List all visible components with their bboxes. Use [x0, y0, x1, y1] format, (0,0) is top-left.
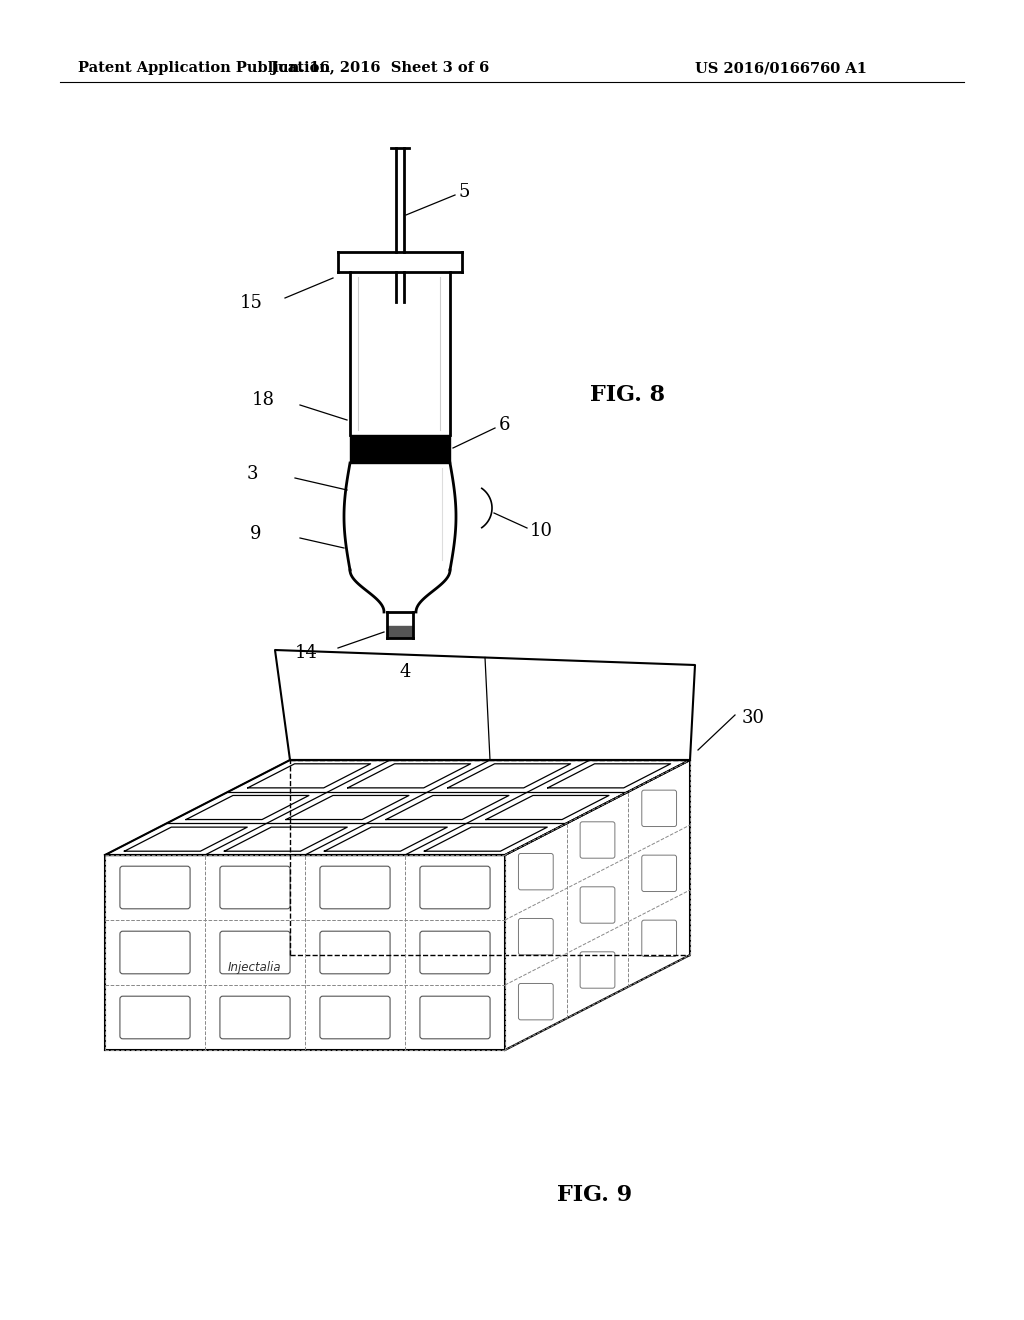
Text: 9: 9	[250, 525, 261, 543]
Text: 15: 15	[240, 294, 263, 312]
Text: 6: 6	[499, 416, 511, 434]
Text: 4: 4	[399, 663, 411, 681]
Text: Patent Application Publication: Patent Application Publication	[78, 61, 330, 75]
Text: Jun. 16, 2016  Sheet 3 of 6: Jun. 16, 2016 Sheet 3 of 6	[271, 61, 489, 75]
Text: 14: 14	[295, 644, 317, 663]
Text: 18: 18	[252, 391, 275, 409]
Text: 5: 5	[458, 183, 469, 201]
Text: 10: 10	[530, 521, 553, 540]
Text: FIG. 8: FIG. 8	[590, 384, 666, 407]
Text: US 2016/0166760 A1: US 2016/0166760 A1	[695, 61, 867, 75]
Text: FIG. 9: FIG. 9	[557, 1184, 633, 1206]
Text: 3: 3	[247, 465, 258, 483]
Text: 30: 30	[742, 709, 765, 727]
Text: Injectalia: Injectalia	[228, 961, 282, 974]
